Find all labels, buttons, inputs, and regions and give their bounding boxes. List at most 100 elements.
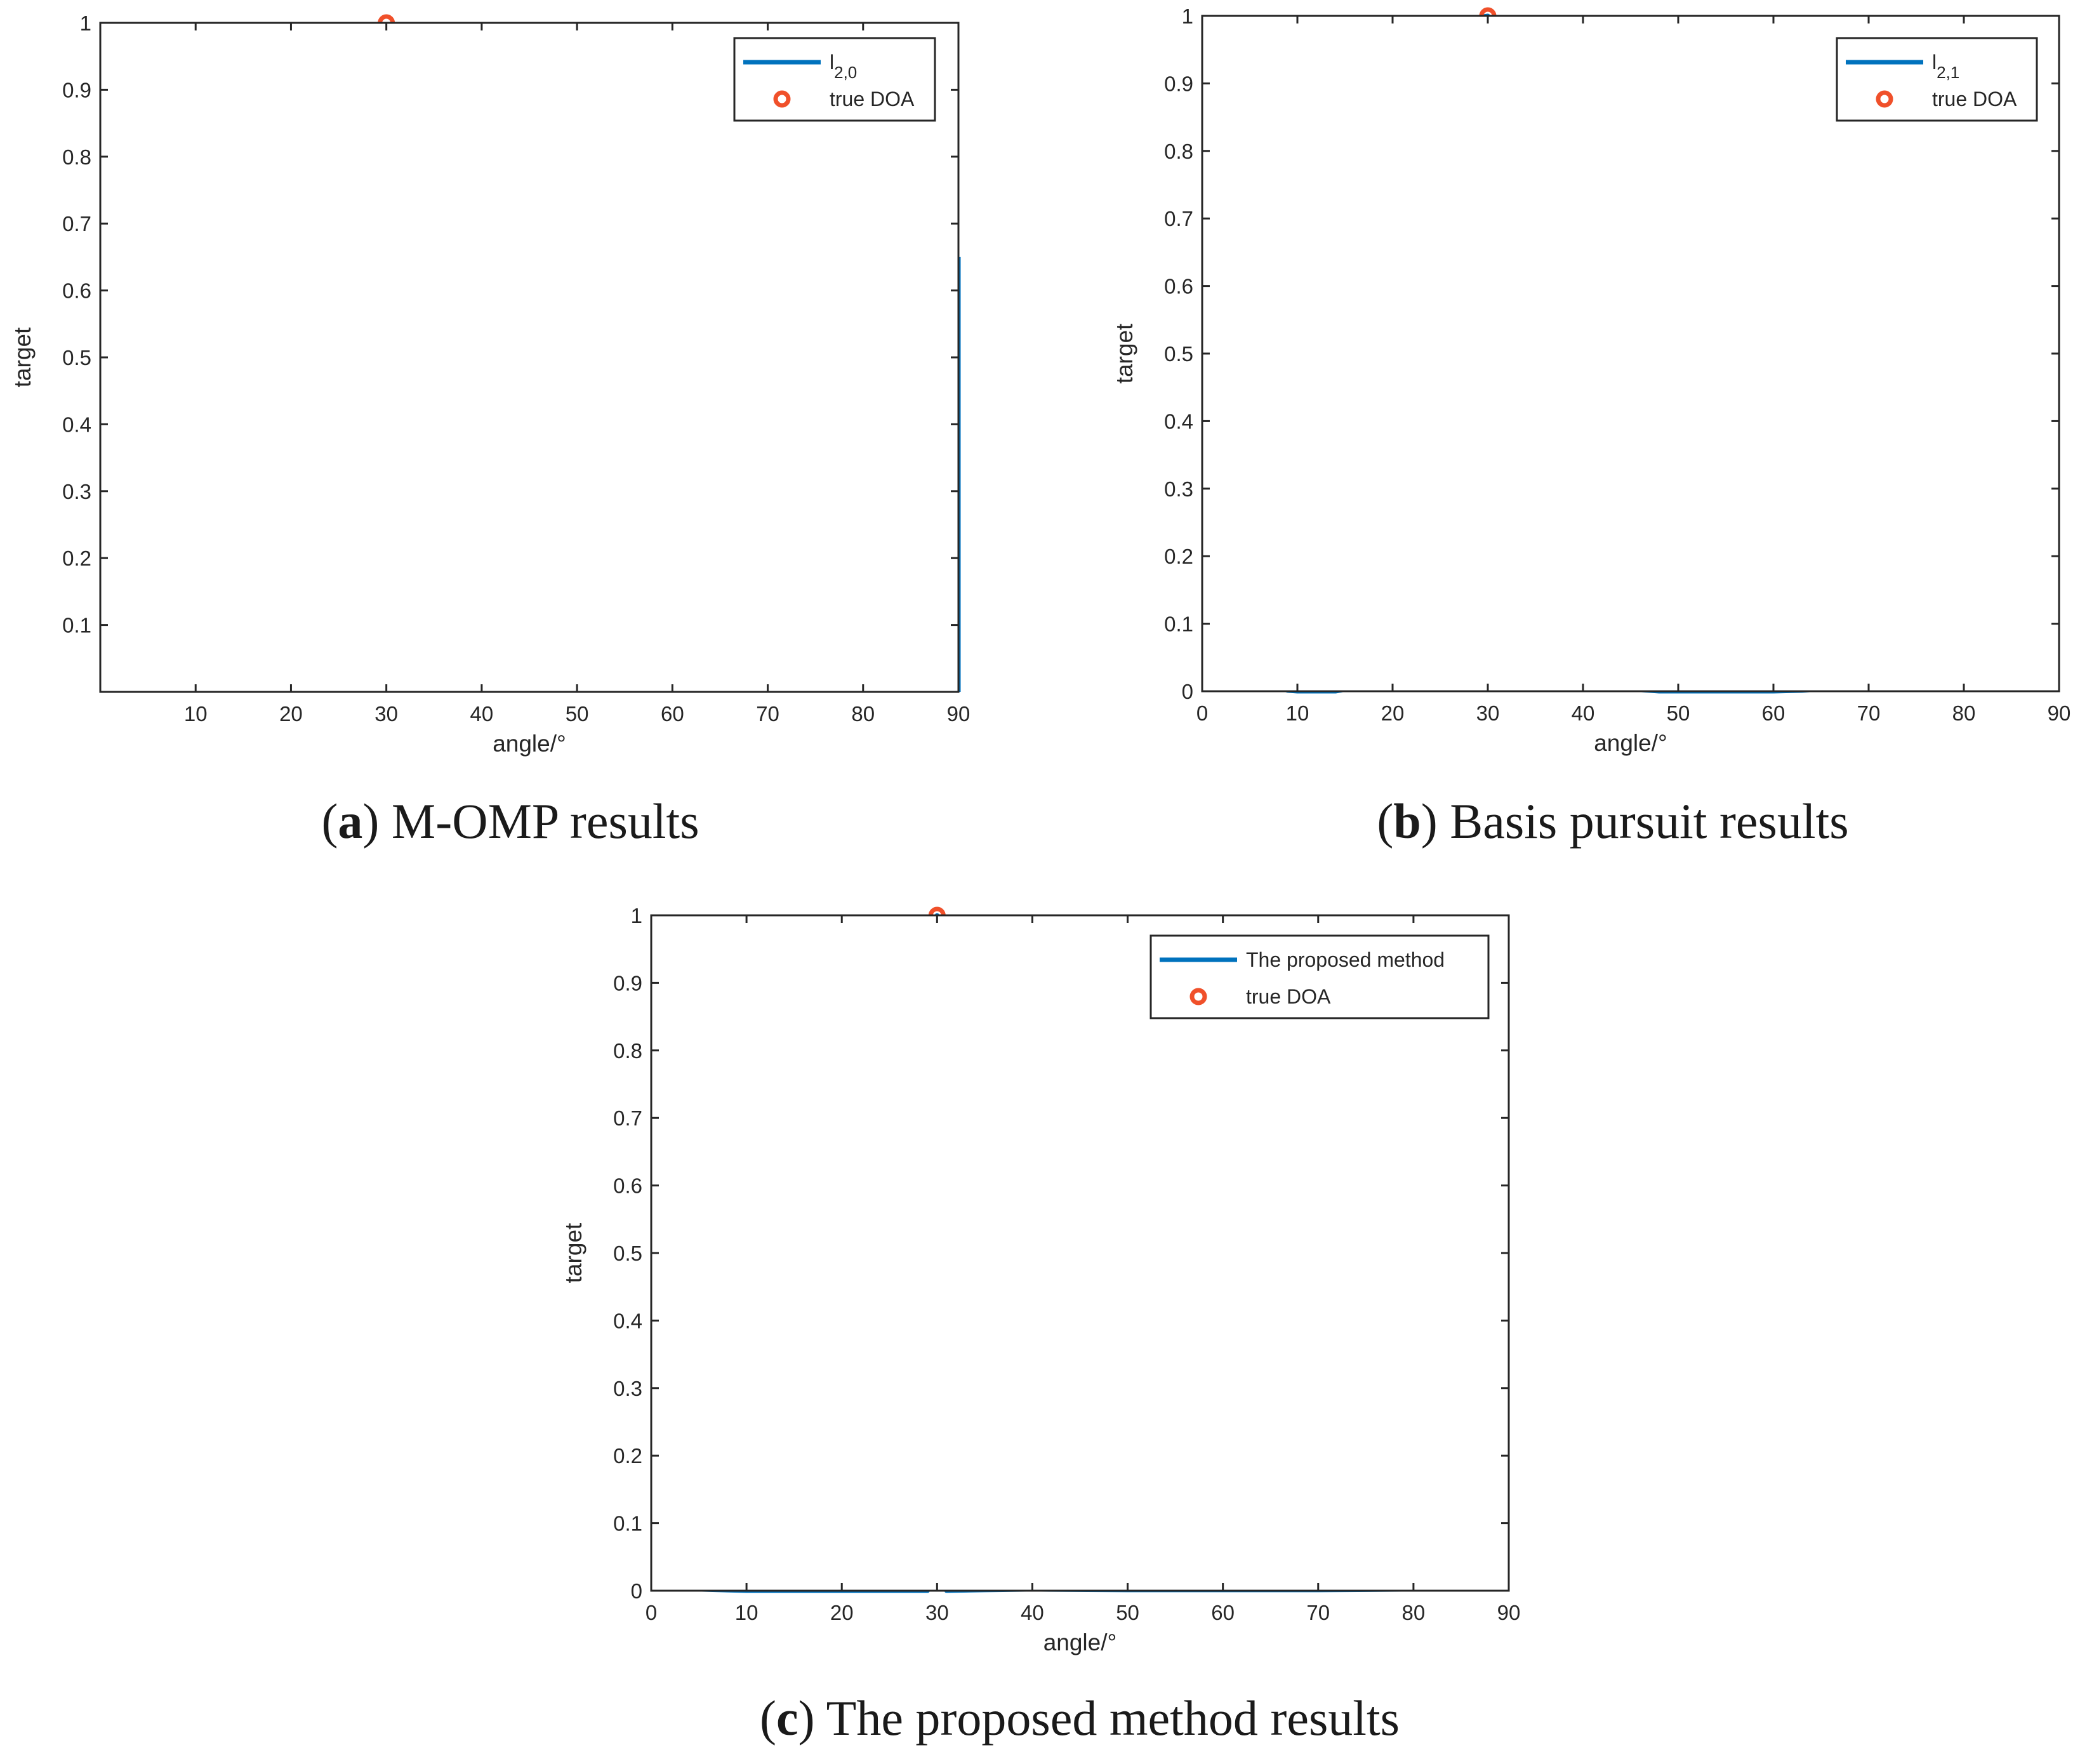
caption-paren-open: ( bbox=[760, 1690, 776, 1746]
legend: The proposed method true DOA bbox=[1149, 934, 1490, 1019]
caption-paren-open: ( bbox=[1377, 793, 1393, 849]
y-tick-label: 0.8 bbox=[613, 1039, 642, 1063]
legend-label-subscript: 2,0 bbox=[834, 63, 857, 82]
x-tick-label: 60 bbox=[1762, 701, 1785, 725]
caption-letter: b bbox=[1393, 793, 1421, 849]
x-tick-label: 60 bbox=[661, 702, 684, 726]
panel-caption: (a) M-OMP results bbox=[321, 793, 699, 849]
y-tick-label: 0.6 bbox=[1164, 275, 1193, 298]
x-tick-label: 70 bbox=[1306, 1601, 1330, 1624]
x-tick-label: 30 bbox=[1476, 701, 1500, 725]
x-tick-label: 40 bbox=[470, 702, 494, 726]
y-tick-label: 0.5 bbox=[1164, 342, 1193, 366]
x-axis-label: angle/° bbox=[493, 731, 566, 757]
x-tick-label: 50 bbox=[566, 702, 589, 726]
x-tick-label: 10 bbox=[184, 702, 208, 726]
caption-letter: a bbox=[338, 793, 362, 849]
x-tick-label: 0 bbox=[1196, 701, 1208, 725]
x-tick-label: 10 bbox=[735, 1601, 758, 1624]
x-tick-label: 20 bbox=[279, 702, 303, 726]
y-tick-label: 0.2 bbox=[1164, 545, 1193, 568]
y-tick-label: 0.6 bbox=[62, 279, 91, 303]
x-tick-label: 50 bbox=[1667, 701, 1690, 725]
y-tick-label: 0.3 bbox=[62, 480, 91, 503]
x-tick-label: 60 bbox=[1211, 1601, 1235, 1624]
legend-label: true DOA bbox=[1246, 985, 1331, 1008]
y-tick-label: 0.4 bbox=[1164, 409, 1193, 433]
y-tick-label: 0 bbox=[631, 1579, 642, 1603]
y-axis-label: target bbox=[560, 1223, 586, 1283]
y-tick-label: 0.9 bbox=[613, 971, 642, 995]
panel-b: 0 10 20 30 40 50 60 70 80 90 0 0.1 0.2 0.3 0.4 0.5 0.6 0.… bbox=[1111, 4, 2070, 849]
caption-letter: c bbox=[776, 1690, 798, 1746]
x-tick-label: 50 bbox=[1116, 1601, 1139, 1624]
x-tick-label: 30 bbox=[374, 702, 398, 726]
y-tick-label: 0 bbox=[1182, 680, 1193, 703]
legend-marker-swatch bbox=[773, 90, 791, 108]
x-axis-label: angle/° bbox=[1594, 730, 1667, 756]
y-tick-label: 0.4 bbox=[613, 1309, 642, 1332]
x-axis-label: angle/° bbox=[1043, 1629, 1117, 1655]
panel-c: 0 10 20 30 40 50 60 70 80 90 0 0.1 0.2 0.3 0.4 0.5 0.6 0.… bbox=[560, 904, 1520, 1746]
caption-paren-open: ( bbox=[321, 793, 338, 849]
x-tick-label: 80 bbox=[1402, 1601, 1426, 1624]
x-tick-label: 70 bbox=[1857, 701, 1881, 725]
y-tick-label: 0.7 bbox=[62, 212, 91, 235]
legend-label: true DOA bbox=[830, 88, 915, 110]
x-tick-label: 90 bbox=[947, 702, 970, 726]
y-tick-label: 0.9 bbox=[1164, 72, 1193, 95]
legend-label: The proposed method bbox=[1246, 948, 1445, 971]
caption-text: Basis pursuit results bbox=[1438, 793, 1849, 849]
y-tick-label: 0.6 bbox=[613, 1174, 642, 1198]
x-tick-label: 90 bbox=[2048, 701, 2071, 725]
y-tick-label: 0.8 bbox=[62, 145, 91, 169]
caption-text: The proposed method results bbox=[815, 1690, 1400, 1746]
legend-box bbox=[733, 37, 936, 122]
x-tick-label: 0 bbox=[646, 1601, 657, 1624]
panel-a: 10 20 30 40 50 60 70 80 90 0.1 0.2 0.3 0.4 0.5 0.6 0.7 0… bbox=[10, 11, 970, 849]
y-tick-label: 1 bbox=[631, 904, 642, 927]
y-tick-label: 0.8 bbox=[1164, 140, 1193, 163]
x-tick-label: 40 bbox=[1021, 1601, 1044, 1624]
y-tick-label: 1 bbox=[80, 11, 91, 35]
y-tick-label: 0.9 bbox=[62, 78, 91, 102]
y-tick-label: 0.7 bbox=[1164, 207, 1193, 230]
panel-caption: (c) The proposed method results bbox=[760, 1690, 1400, 1746]
y-tick-label: 0.2 bbox=[62, 547, 91, 570]
y-tick-label: 0.4 bbox=[62, 413, 91, 436]
x-tick-label: 20 bbox=[830, 1601, 854, 1624]
y-axis-label: target bbox=[10, 327, 36, 387]
x-tick-label: 70 bbox=[756, 702, 779, 726]
x-tick-label: 80 bbox=[851, 702, 875, 726]
y-tick-label: 0.1 bbox=[1164, 613, 1193, 636]
y-tick-label: 0.7 bbox=[613, 1106, 642, 1130]
caption-paren-close: ) bbox=[1421, 793, 1438, 849]
y-tick-label: 0.5 bbox=[613, 1242, 642, 1265]
panel-caption: (b) Basis pursuit results bbox=[1377, 793, 1848, 849]
legend-label: true DOA bbox=[1932, 88, 2017, 110]
x-tick-label: 30 bbox=[925, 1601, 949, 1624]
y-tick-label: 0.5 bbox=[62, 346, 91, 369]
caption-paren-close: ) bbox=[362, 793, 379, 849]
x-tick-label: 90 bbox=[1497, 1601, 1521, 1624]
x-tick-label: 20 bbox=[1381, 701, 1405, 725]
y-axis-label: target bbox=[1111, 323, 1137, 383]
y-tick-label: 0.1 bbox=[62, 614, 91, 637]
x-tick-label: 40 bbox=[1572, 701, 1595, 725]
axes-frame bbox=[650, 914, 1510, 1592]
caption-text: M-OMP results bbox=[379, 793, 699, 849]
y-tick-label: 1 bbox=[1182, 4, 1193, 28]
axes-frame bbox=[99, 22, 960, 693]
legend-marker-swatch bbox=[1876, 90, 1893, 108]
legend-marker-swatch bbox=[1189, 988, 1207, 1005]
legend-box bbox=[1836, 37, 2038, 122]
legend-label-subscript: 2,1 bbox=[1937, 63, 1959, 82]
y-tick-label: 0.2 bbox=[613, 1444, 642, 1468]
y-tick-label: 0.3 bbox=[613, 1377, 642, 1400]
y-tick-label: 0.1 bbox=[613, 1512, 642, 1535]
x-tick-label: 10 bbox=[1286, 701, 1309, 725]
y-tick-label: 0.3 bbox=[1164, 477, 1193, 501]
